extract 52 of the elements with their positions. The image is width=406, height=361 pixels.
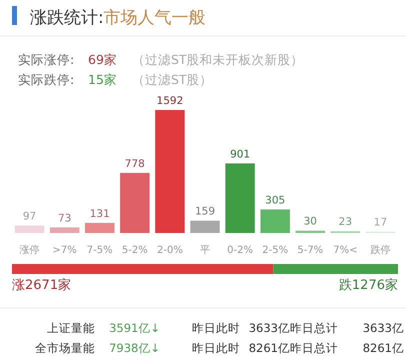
bar [225,163,255,233]
x-tick-label: 平 [200,245,210,256]
x-tick-label: 跌停 [370,244,390,256]
data-label: 778 [124,158,145,170]
text: 15家 [88,72,117,87]
x-tick-label: 5-7% [297,245,324,256]
bar [50,227,80,233]
x-tick-label: 7-5% [86,245,113,256]
data-label: 17 [374,216,388,229]
text: 8261亿 [248,341,290,355]
text: 3633亿 [362,321,404,335]
data-label: 30 [304,216,317,228]
x-tick-label: 2-5% [262,245,288,256]
text: 涨跌统计: [30,8,104,28]
text: 昨日此时 [192,341,240,355]
data-label: 涨2671家 [12,277,72,293]
data-label: 305 [265,194,286,206]
text: 实际涨停: [18,52,74,67]
data-label: 901 [230,148,250,160]
bar [155,110,185,233]
x-tick-label: 5-2% [122,245,148,256]
text: 3591亿↓ [109,321,160,335]
text: 昨日总计 [290,321,338,335]
data-label: 1592 [156,95,184,107]
text: 3633亿 [248,321,290,335]
x-tick-label: 涨停 [20,244,40,256]
text: （过滤ST股） [132,72,213,87]
data-label: 23 [338,216,352,228]
data-label: 跌1276家 [338,277,398,293]
x-tick-label: 2-0% [156,245,183,256]
text: 7938亿↓ [109,341,160,355]
text: （过滤ST股和未开板次新股） [132,52,304,67]
text: 昨日此时 [192,321,240,335]
text: 上证量能 [47,321,95,335]
bar [14,226,44,233]
data-label: 131 [90,208,110,220]
text: 昨日总计 [290,341,338,355]
text: 实际跌停: [18,72,74,87]
bar [260,209,290,233]
text: 市场人气一般 [104,8,206,28]
text: 69家 [88,52,117,67]
data-label: 159 [194,206,216,218]
x-tick-label: >7% [52,245,77,256]
bar [120,172,150,233]
data-label: 73 [58,212,72,224]
data-label: 97 [22,210,36,223]
text: 全市场量能 [35,341,95,355]
x-tick-label: 0-2% [227,245,254,256]
bar [84,222,114,233]
text: 8261亿 [362,341,404,355]
bar [190,220,220,233]
x-tick-label: 7%< [333,245,358,256]
